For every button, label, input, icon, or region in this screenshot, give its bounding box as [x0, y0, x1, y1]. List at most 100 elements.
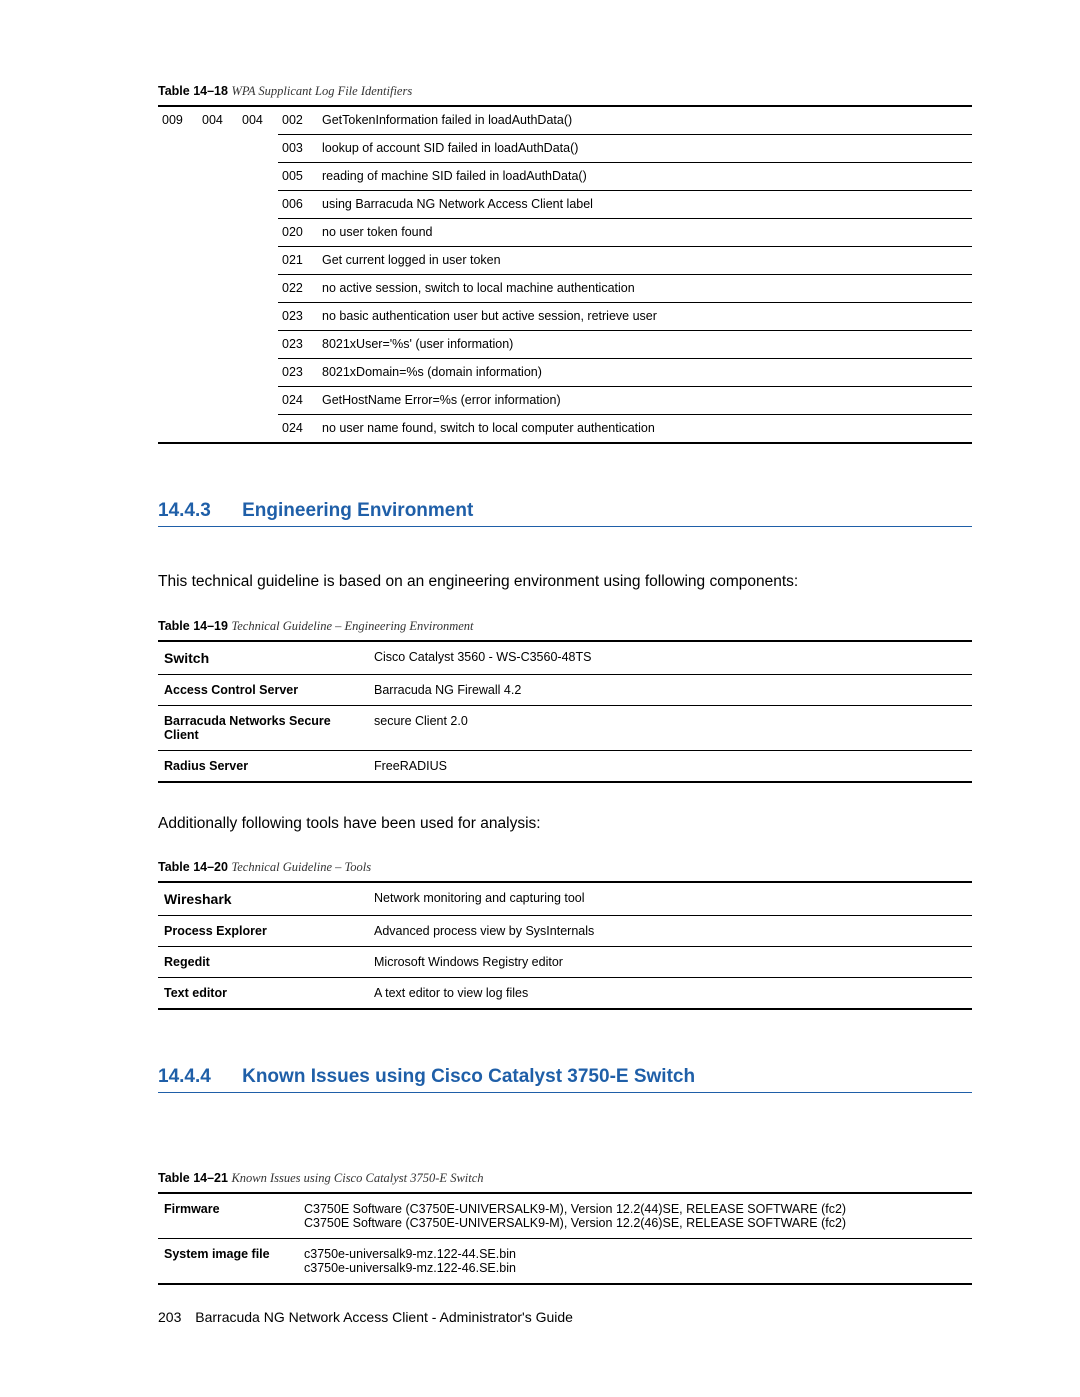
table19-number: Table 14–19	[158, 619, 228, 633]
msg-cell: 8021xUser='%s' (user information)	[318, 331, 972, 359]
row-key: Access Control Server	[158, 674, 368, 705]
table-row: Process ExplorerAdvanced process view by…	[158, 916, 972, 947]
col3	[238, 275, 278, 303]
col3	[238, 387, 278, 415]
table-row: 003lookup of account SID failed in loadA…	[158, 135, 972, 163]
col2	[198, 275, 238, 303]
col1	[158, 163, 198, 191]
row-value: Microsoft Windows Registry editor	[368, 947, 972, 978]
col3	[238, 219, 278, 247]
table-row: 021Get current logged in user token	[158, 247, 972, 275]
row-key: Regedit	[158, 947, 368, 978]
row-value: c3750e-universalk9-mz.122-44.SE.bin c375…	[298, 1239, 972, 1284]
table21-number: Table 14–21	[158, 1171, 228, 1185]
msg-cell: no user name found, switch to local comp…	[318, 415, 972, 443]
col2: 004	[198, 107, 238, 135]
code-cell: 024	[278, 415, 318, 443]
msg-cell: no active session, switch to local machi…	[318, 275, 972, 303]
code-cell: 024	[278, 387, 318, 415]
row-value: Network monitoring and capturing tool	[368, 883, 972, 916]
section-title: Engineering Environment	[242, 500, 473, 521]
section-heading-engineering: 14.4.3 Engineering Environment	[158, 500, 972, 527]
section1-intro2: Additionally following tools have been u…	[158, 813, 972, 835]
table-row: RegeditMicrosoft Windows Registry editor	[158, 947, 972, 978]
col1	[158, 219, 198, 247]
col1	[158, 135, 198, 163]
row-key: Wireshark	[158, 883, 368, 916]
col3	[238, 163, 278, 191]
col1	[158, 387, 198, 415]
col3	[238, 331, 278, 359]
table20: WiresharkNetwork monitoring and capturin…	[158, 881, 972, 1010]
row-value: C3750E Software (C3750E-UNIVERSALK9-M), …	[298, 1194, 972, 1239]
col1	[158, 191, 198, 219]
section2-title: Known Issues using Cisco Catalyst 3750-E…	[242, 1066, 695, 1087]
table-row: 024GetHostName Error=%s (error informati…	[158, 387, 972, 415]
col2	[198, 135, 238, 163]
col2	[198, 331, 238, 359]
table21: FirmwareC3750E Software (C3750E-UNIVERSA…	[158, 1192, 972, 1285]
col2	[198, 415, 238, 443]
col1: 009	[158, 107, 198, 135]
row-value: A text editor to view log files	[368, 978, 972, 1009]
table18-caption: Table 14–18 WPA Supplicant Log File Iden…	[158, 84, 972, 99]
table-row: Barracuda Networks Secure Clientsecure C…	[158, 705, 972, 750]
msg-cell: no user token found	[318, 219, 972, 247]
table-row: 023no basic authentication user but acti…	[158, 303, 972, 331]
col2	[198, 163, 238, 191]
msg-cell: Get current logged in user token	[318, 247, 972, 275]
table-row: 005reading of machine SID failed in load…	[158, 163, 972, 191]
footer-title: Barracuda NG Network Access Client - Adm…	[195, 1309, 573, 1325]
msg-cell: lookup of account SID failed in loadAuth…	[318, 135, 972, 163]
row-key: Firmware	[158, 1194, 298, 1239]
table21-table: FirmwareC3750E Software (C3750E-UNIVERSA…	[158, 1194, 972, 1283]
section1-intro: This technical guideline is based on an …	[158, 571, 972, 593]
table20-number: Table 14–20	[158, 860, 228, 874]
table-row: WiresharkNetwork monitoring and capturin…	[158, 883, 972, 916]
row-key: Switch	[158, 642, 368, 675]
table-row: 0238021xDomain=%s (domain information)	[158, 359, 972, 387]
section-heading-known-issues: 14.4.4 Known Issues using Cisco Catalyst…	[158, 1066, 972, 1093]
table-row: 006using Barracuda NG Network Access Cli…	[158, 191, 972, 219]
page-number: 203	[158, 1309, 181, 1325]
page: Table 14–18 WPA Supplicant Log File Iden…	[0, 0, 1080, 1397]
table-row: 009004004002GetTokenInformation failed i…	[158, 107, 972, 135]
row-key: Barracuda Networks Secure Client	[158, 705, 368, 750]
spacer	[158, 1137, 972, 1171]
code-cell: 021	[278, 247, 318, 275]
table20-title: Technical Guideline – Tools	[231, 860, 371, 874]
col3	[238, 247, 278, 275]
table-row: Radius ServerFreeRADIUS	[158, 750, 972, 781]
col2	[198, 219, 238, 247]
table19-table: SwitchCisco Catalyst 3560 - WS-C3560-48T…	[158, 642, 972, 781]
table18-number: Table 14–18	[158, 84, 228, 98]
table20-caption: Table 14–20 Technical Guideline – Tools	[158, 860, 972, 875]
table18: 009004004002GetTokenInformation failed i…	[158, 105, 972, 444]
section-number: 14.4.3	[158, 500, 211, 521]
code-cell: 003	[278, 135, 318, 163]
code-cell: 020	[278, 219, 318, 247]
row-key: System image file	[158, 1239, 298, 1284]
msg-cell: 8021xDomain=%s (domain information)	[318, 359, 972, 387]
col3	[238, 135, 278, 163]
table19-caption: Table 14–19 Technical Guideline – Engine…	[158, 619, 972, 634]
row-key: Radius Server	[158, 750, 368, 781]
code-cell: 023	[278, 359, 318, 387]
table-row: 020no user token found	[158, 219, 972, 247]
col1	[158, 359, 198, 387]
col2	[198, 387, 238, 415]
page-footer: 203 Barracuda NG Network Access Client -…	[158, 1309, 573, 1325]
col3	[238, 303, 278, 331]
table19-title: Technical Guideline – Engineering Enviro…	[231, 619, 473, 633]
table-row: 022no active session, switch to local ma…	[158, 275, 972, 303]
table21-caption: Table 14–21 Known Issues using Cisco Cat…	[158, 1171, 972, 1186]
table-row: 0238021xUser='%s' (user information)	[158, 331, 972, 359]
msg-cell: reading of machine SID failed in loadAut…	[318, 163, 972, 191]
msg-cell: no basic authentication user but active …	[318, 303, 972, 331]
col3	[238, 415, 278, 443]
col3	[238, 191, 278, 219]
table-row: 024no user name found, switch to local c…	[158, 415, 972, 443]
table19: SwitchCisco Catalyst 3560 - WS-C3560-48T…	[158, 640, 972, 783]
row-value: Cisco Catalyst 3560 - WS-C3560-48TS	[368, 642, 972, 675]
col2	[198, 359, 238, 387]
